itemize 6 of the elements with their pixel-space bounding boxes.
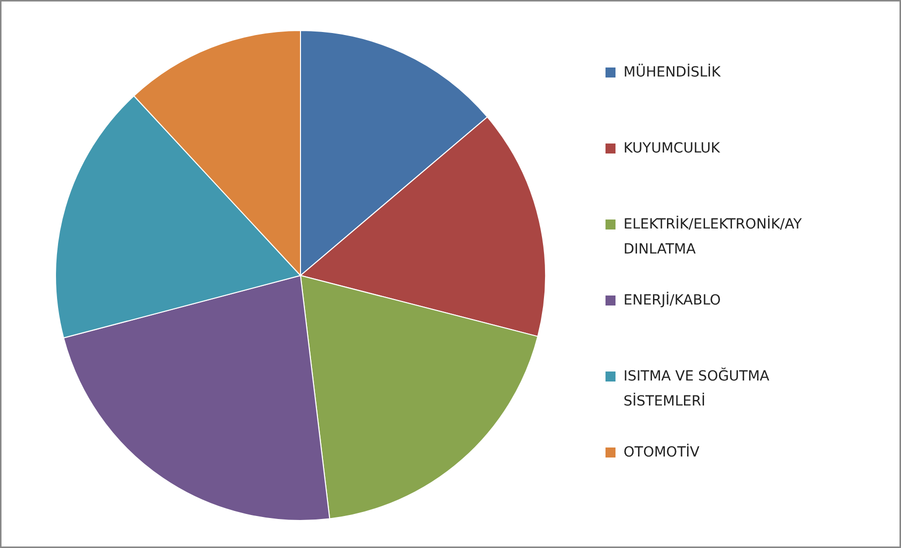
legend-label: ENERJİ/KABLO bbox=[624, 292, 721, 308]
legend-label: MÜHENDİSLİK bbox=[624, 64, 722, 80]
legend-label: KUYUMCULUK bbox=[624, 140, 721, 156]
legend-label: OTOMOTİV bbox=[624, 444, 700, 460]
legend-label: ISITMA VE SOĞUTMA SİSTEMLERİ bbox=[624, 368, 770, 410]
legend-label: ELEKTRİK/ELEKTRONİK/AYDINLATMA bbox=[624, 216, 802, 258]
